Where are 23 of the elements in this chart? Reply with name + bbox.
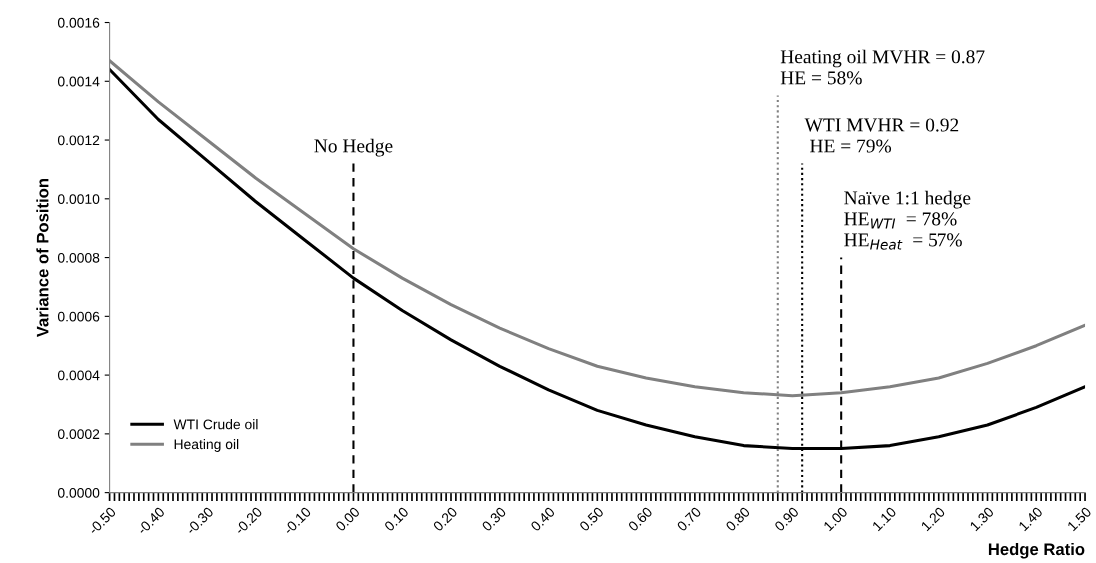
y-tick-label: 0.0008 — [57, 252, 100, 263]
y-tick-label: 0.0002 — [57, 429, 100, 440]
x-tick-label: 0.90 — [773, 506, 800, 532]
legend-label: WTI Crude oil — [173, 419, 258, 430]
ref-line-label: Heating oil MVHR = 0.87 HE = 58% — [780, 49, 985, 85]
y-axis-title: Variance of Position — [36, 178, 49, 338]
x-tick-label: 0.40 — [530, 506, 556, 532]
ref-line-label: WTI MVHR = 0.92 HE = 79% — [804, 118, 959, 153]
y-tick-label: 0.0016 — [57, 17, 100, 28]
x-tick-label: 0.80 — [725, 506, 751, 532]
y-tick-label: 0.0014 — [57, 76, 100, 87]
ref-line-label: No Hedge — [314, 138, 393, 157]
x-tick-label: 1.30 — [969, 506, 995, 532]
x-tick-label: 1.20 — [920, 506, 946, 532]
y-tick-label: 0.0012 — [57, 135, 100, 146]
legend-label: Heating oil — [174, 438, 239, 452]
x-tick-label: 0.00 — [334, 506, 361, 532]
y-tick-label: 0.0006 — [57, 311, 100, 322]
text: Naïve 1:1 hedge HE$_{WTI}$ = 78% HE$_{Heat}$ = 57% — [844, 190, 971, 250]
y-tick-label: 0.0010 — [57, 194, 100, 204]
y-tick-label: 0.0004 — [57, 370, 100, 381]
y-tick-label: 0.0000 — [57, 487, 100, 498]
x-axis-title: Hedge Ratio — [988, 542, 1085, 559]
